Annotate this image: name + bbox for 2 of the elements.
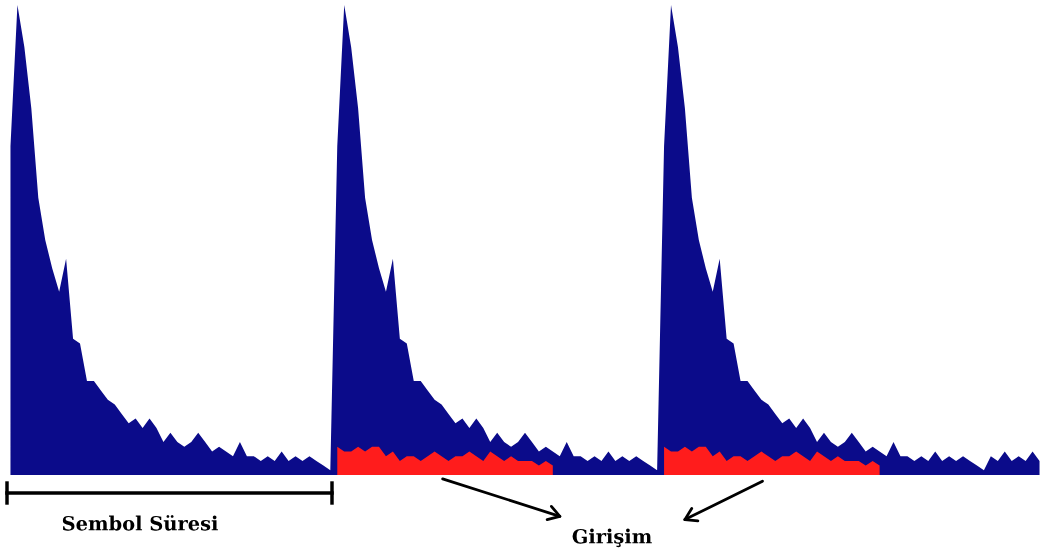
text: Girişim (572, 528, 652, 548)
text: Sembol Süresi (62, 515, 218, 531)
